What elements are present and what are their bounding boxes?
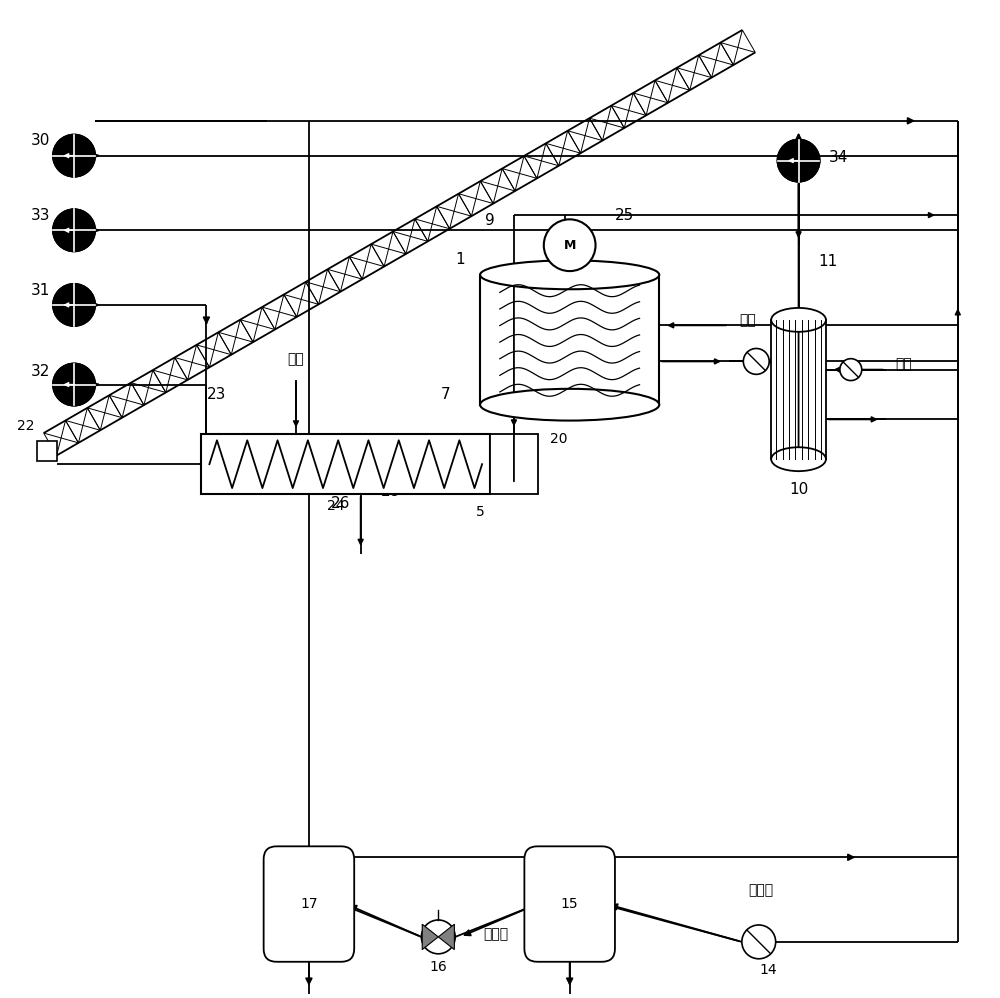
Circle shape xyxy=(53,363,95,405)
Polygon shape xyxy=(74,284,95,325)
Polygon shape xyxy=(74,210,95,251)
Bar xyxy=(480,274,659,405)
Circle shape xyxy=(743,348,769,374)
Circle shape xyxy=(544,220,596,271)
Text: 16: 16 xyxy=(429,960,447,974)
Ellipse shape xyxy=(480,389,659,420)
Circle shape xyxy=(840,358,862,380)
Text: 9: 9 xyxy=(485,213,495,228)
Text: 23: 23 xyxy=(207,387,226,402)
Polygon shape xyxy=(74,135,95,177)
Circle shape xyxy=(742,925,776,959)
FancyBboxPatch shape xyxy=(264,846,354,962)
Polygon shape xyxy=(438,924,454,949)
Bar xyxy=(201,434,490,494)
Text: 蒸汽: 蒸汽 xyxy=(739,313,756,327)
Text: 26: 26 xyxy=(331,496,350,512)
Polygon shape xyxy=(53,135,74,177)
Text: 冷却水: 冷却水 xyxy=(748,883,773,897)
Polygon shape xyxy=(53,210,74,251)
Polygon shape xyxy=(422,924,438,949)
Polygon shape xyxy=(74,363,95,405)
Ellipse shape xyxy=(771,308,826,331)
Bar xyxy=(771,320,826,459)
Text: 19: 19 xyxy=(526,349,544,363)
Text: 25: 25 xyxy=(615,208,634,223)
Text: 30: 30 xyxy=(31,133,50,149)
Circle shape xyxy=(53,210,95,251)
Circle shape xyxy=(778,140,819,182)
Text: 28: 28 xyxy=(381,484,400,499)
Text: 17: 17 xyxy=(300,897,318,911)
Polygon shape xyxy=(799,140,819,182)
Text: 制冷剂: 制冷剂 xyxy=(483,927,508,941)
Text: 11: 11 xyxy=(819,253,838,268)
Text: 24: 24 xyxy=(327,499,345,513)
Text: 20: 20 xyxy=(550,432,567,446)
Text: M: M xyxy=(563,239,576,251)
Text: 14: 14 xyxy=(760,963,778,977)
Polygon shape xyxy=(53,363,74,405)
Text: 8: 8 xyxy=(209,479,218,493)
Ellipse shape xyxy=(480,260,659,289)
Text: 1: 1 xyxy=(455,252,465,267)
Text: 33: 33 xyxy=(30,208,50,223)
Text: 32: 32 xyxy=(31,364,50,379)
Text: 蒸汽: 蒸汽 xyxy=(896,357,912,371)
Circle shape xyxy=(53,135,95,177)
Text: 蒸汽: 蒸汽 xyxy=(288,352,304,366)
Polygon shape xyxy=(53,284,74,325)
Ellipse shape xyxy=(771,447,826,471)
FancyBboxPatch shape xyxy=(524,846,615,962)
Text: 22: 22 xyxy=(17,419,34,433)
Text: 5: 5 xyxy=(476,505,484,519)
Text: 7: 7 xyxy=(440,387,450,402)
Circle shape xyxy=(421,920,455,954)
Text: 31: 31 xyxy=(31,282,50,297)
Text: 21: 21 xyxy=(201,457,218,471)
Text: 10: 10 xyxy=(789,482,808,497)
Text: 15: 15 xyxy=(561,897,578,911)
Circle shape xyxy=(53,284,95,325)
Text: 6: 6 xyxy=(311,479,320,493)
Bar xyxy=(37,441,57,461)
Text: 34: 34 xyxy=(828,150,848,165)
Bar xyxy=(490,434,538,494)
Polygon shape xyxy=(778,140,799,182)
Text: 22: 22 xyxy=(40,447,58,461)
